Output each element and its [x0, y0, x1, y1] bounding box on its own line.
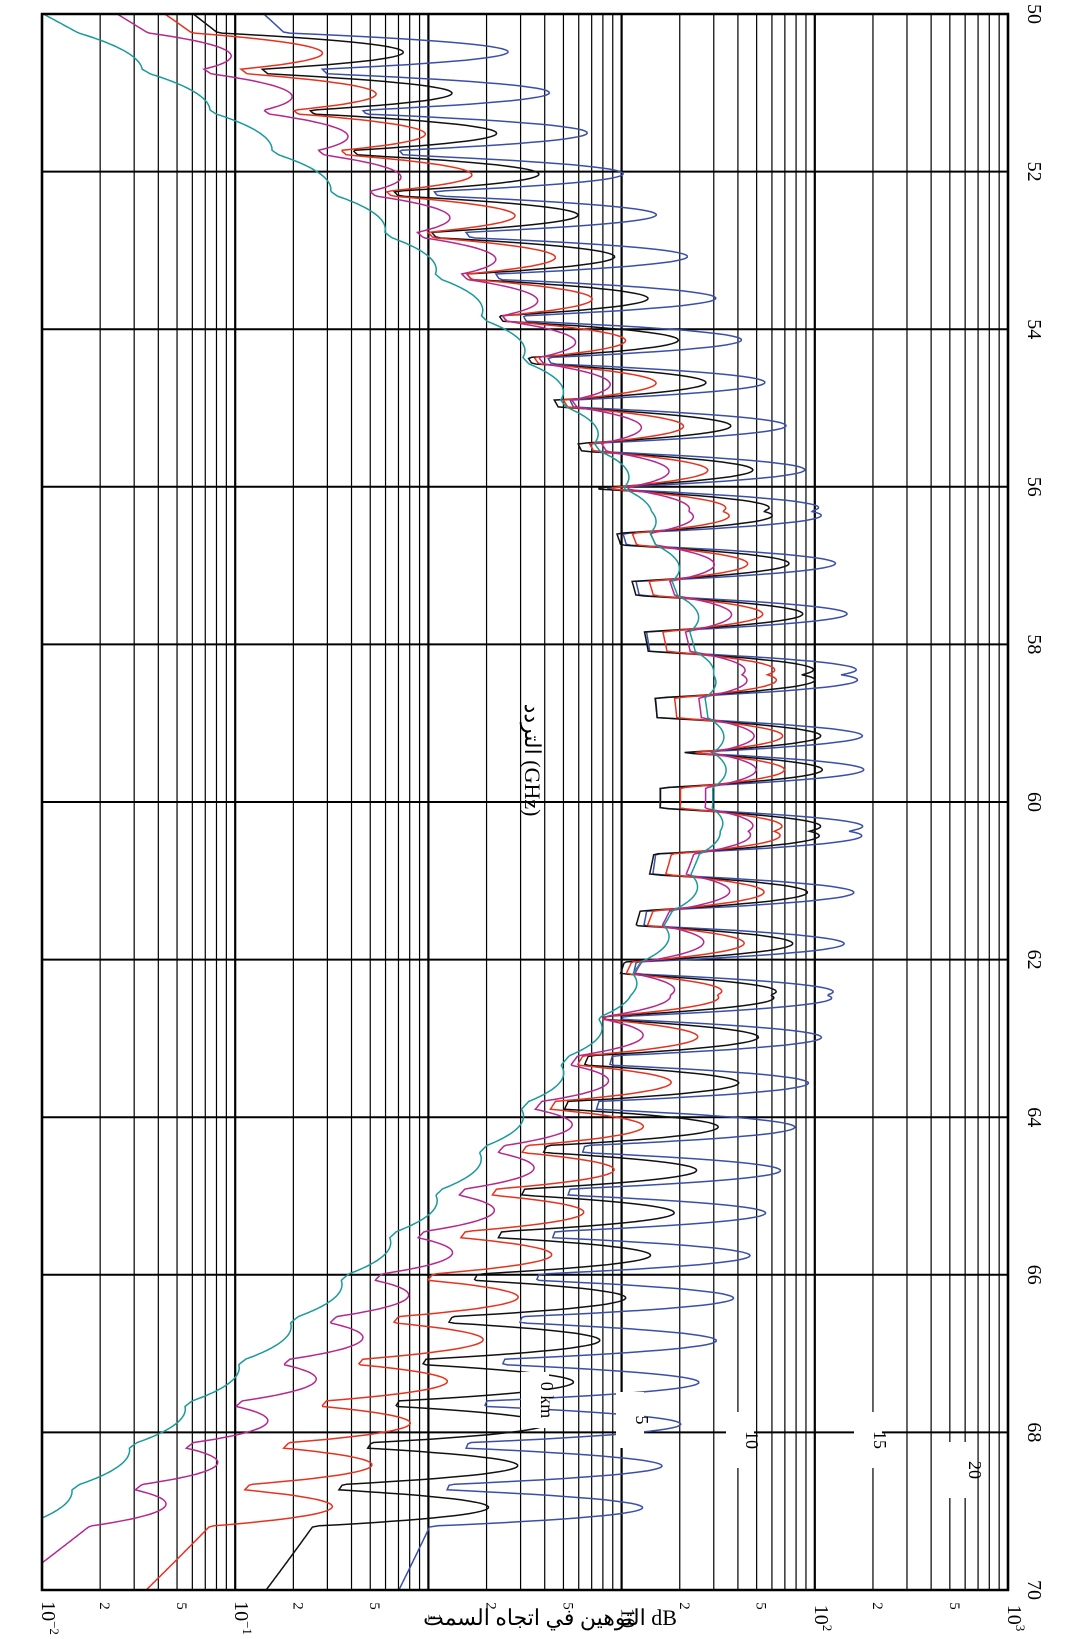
x-tick-label: 62	[1023, 950, 1045, 970]
x-tick-label: 56	[1023, 477, 1045, 497]
x-tick-label: 66	[1023, 1265, 1045, 1285]
x-tick-label: 52	[1023, 162, 1045, 182]
series-group	[41, 13, 865, 1591]
y-tick-label: 10−1	[230, 1601, 255, 1635]
series-label-bg	[949, 1442, 977, 1498]
series-label-bg	[521, 1372, 549, 1428]
series-label: 0 km	[537, 1382, 557, 1419]
series-label: 10	[742, 1431, 762, 1449]
y-tick-label: 103	[1003, 1605, 1028, 1632]
y-minor-tick-label: 5	[753, 1602, 769, 1610]
y-tick-exponent: −1	[240, 1621, 255, 1635]
series-label-bg	[726, 1412, 754, 1468]
plot-frame	[40, 12, 1010, 1592]
series-label: 20	[965, 1461, 985, 1479]
y-minor-tick-label: 2	[483, 1602, 499, 1610]
series-line	[41, 13, 727, 1590]
y-tick-exponent: 2	[820, 1625, 835, 1632]
y-minor-tick-label: 2	[289, 1602, 305, 1610]
series-labels: 0 km 5 10 15 20	[521, 1372, 985, 1498]
series-line	[41, 13, 757, 1590]
x-tick-label: 68	[1023, 1422, 1045, 1442]
x-tick-label: 64	[1023, 1107, 1045, 1127]
y-tick-label: 10	[617, 1608, 639, 1628]
y-minor-tick-label: 2	[96, 1602, 112, 1610]
y-tick-base: 10	[617, 1608, 639, 1628]
y-tick-label: 1	[423, 1613, 445, 1623]
series-label: 5	[632, 1416, 652, 1425]
y-minor-tick-label: 5	[173, 1602, 189, 1610]
x-tick-label: 70	[1023, 1580, 1045, 1600]
series-label-bg	[616, 1392, 644, 1448]
y-tick-base: 10	[810, 1605, 832, 1625]
y-tick-label: 102	[810, 1605, 835, 1632]
x-tick-label: 50	[1023, 4, 1045, 24]
y-minor-tick-label: 5	[946, 1602, 962, 1610]
x-tick-label: 54	[1023, 319, 1045, 339]
y-minor-tick-label: 2	[869, 1602, 885, 1610]
y-minor-tick-label: 5	[559, 1602, 575, 1610]
y-tick-base: 10	[37, 1601, 59, 1621]
series-line	[145, 13, 786, 1591]
x-tick-label: 60	[1023, 792, 1045, 812]
y-tick-label: 10−2	[37, 1601, 62, 1635]
y-axis-title: التوهين في اتجاه السمت dB	[423, 1605, 677, 1631]
y-tick-base: 1	[423, 1613, 445, 1623]
y-minor-tick-label: 5	[366, 1602, 382, 1610]
y-tick-base: 10	[1003, 1605, 1025, 1625]
series-label-bg	[854, 1412, 882, 1468]
y-minor-tick-label: 2	[676, 1602, 692, 1610]
y-tick-exponent: 3	[1013, 1625, 1028, 1632]
series-label: 15	[870, 1431, 890, 1449]
y-tick-exponent: −2	[47, 1621, 62, 1635]
x-axis-title: التردد (GHz)	[519, 704, 545, 817]
y-tick-base: 10	[230, 1601, 252, 1621]
x-tick-label: 58	[1023, 634, 1045, 654]
